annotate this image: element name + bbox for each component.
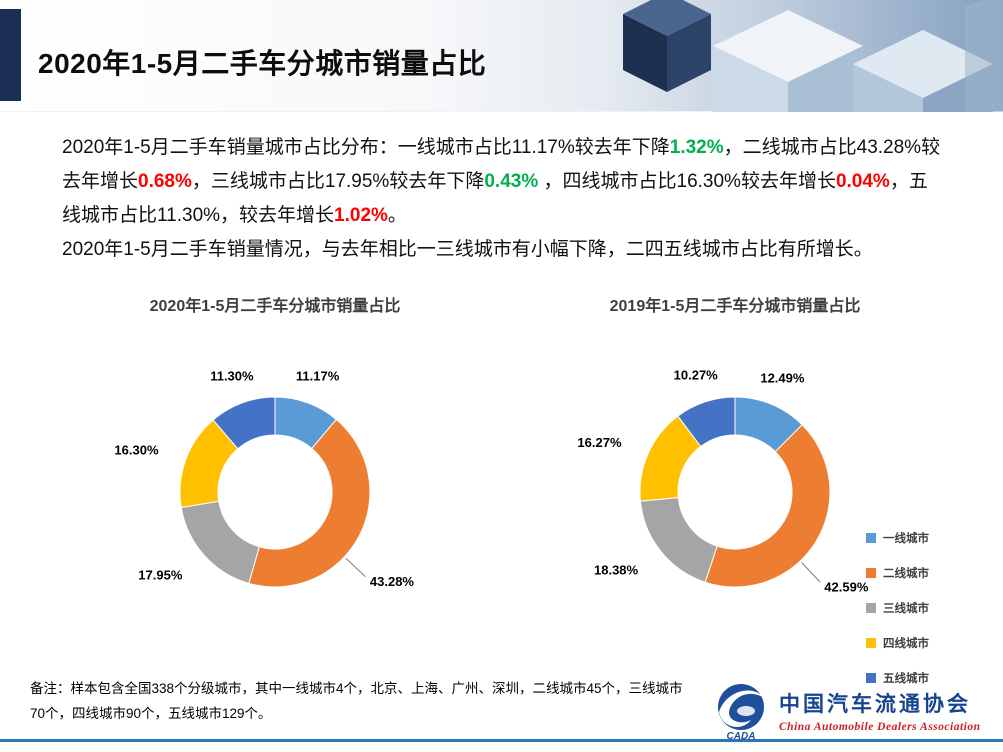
slice-value-label: 17.95% — [138, 567, 183, 582]
header-accent-bar — [0, 9, 21, 101]
chart-title-2020: 2020年1-5月二手车分城市销量占比 — [149, 298, 401, 315]
paragraph-text: 2020年1-5月二手车销量城市占比分布：一线城市占比11.17%较去年下降 — [62, 137, 670, 158]
highlight-increase: 0.68% — [138, 171, 192, 192]
donut-slice-三线城市 — [180, 500, 260, 584]
footnote: 备注：样本包含全国338个分级城市，其中一线城市4个，北京、上海、广州、深圳，二… — [30, 681, 683, 721]
donut-chart-2019: 12.49% 42.59% 18.38% 16.27% 10.27% — [577, 367, 869, 595]
slice-value-label: 11.17% — [296, 369, 340, 384]
slice-value-label: 12.49% — [760, 370, 805, 385]
highlight-increase: 1.02% — [334, 205, 388, 226]
highlight-decrease: 1.32% — [669, 137, 724, 158]
chart-title-2019: 2019年1-5月二手车分城市销量占比 — [609, 298, 861, 315]
cube-graphic-pale — [713, 10, 863, 112]
logo-swoosh — [719, 690, 764, 727]
slice-value-label: 42.59% — [824, 580, 869, 595]
slice-value-label: 18.38% — [594, 562, 639, 577]
slice-value-label: 11.30% — [210, 369, 254, 384]
donut-slice-三线城市 — [639, 496, 718, 583]
paragraph-text: ，四线城市占比16.30%较去年增长 — [538, 171, 836, 192]
summary-paragraph-1: 2020年1-5月二手车销量城市占比分布：一线城市占比11.17%较去年下降1.… — [62, 131, 942, 233]
highlight-increase: 0.04% — [835, 171, 890, 192]
legend-item-四线城市: 四线城市 — [866, 635, 929, 651]
cube-graphic-sliver — [965, 0, 1003, 112]
legend-label: 三线城市 — [883, 603, 929, 615]
legend-item-二线城市: 二线城市 — [866, 565, 929, 581]
paragraph-text: ，二线城市占比43.28%较去年增长 — [62, 137, 941, 192]
legend-swatch — [866, 673, 876, 683]
legend-swatch — [866, 603, 876, 613]
legend-label: 一线城市 — [883, 533, 929, 545]
donut-slice-二线城市 — [704, 424, 831, 588]
donut-figure-2020: 2020年1-5月二手车分城市销量占比 11.17% 43.28% 17.95% 16… — [80, 292, 470, 630]
slice-value-label: 10.27% — [674, 367, 719, 382]
donut-slice-五线城市 — [677, 396, 736, 448]
chart-legend: 一线城市二线城市三线城市四线城市五线城市 — [866, 530, 929, 705]
paragraph-text: ，五线城市占比11.30%，较去年增长 — [62, 171, 928, 226]
legend-label: 二线城市 — [883, 568, 929, 580]
highlight-decrease: 0.43% — [484, 171, 539, 192]
logo-name-cn: 中国汽车流通协会 — [779, 693, 971, 716]
donut-figure-2019: 2019年1-5月二手车分城市销量占比 12.49% 42.59% 18.38% 16… — [540, 292, 930, 630]
logo-ellipse — [737, 706, 755, 716]
logo-name-en: China Automobile Dealers Association — [779, 721, 981, 733]
cada-emblem-icon: CADA — [718, 684, 764, 742]
slice-value-label: 16.27% — [577, 435, 622, 450]
slice-value-label: 43.28% — [370, 574, 415, 589]
legend-swatch — [866, 533, 876, 543]
donut-slice-五线城市 — [212, 396, 276, 450]
header-cubes-graphic — [623, 0, 1003, 112]
paragraph-text: 。 — [387, 205, 407, 226]
donut-chart-2020: 11.17% 43.28% 17.95% 16.30% 11.30% — [114, 369, 415, 589]
organization-logo: CADA 中国汽车流通协会 China Automobile Dealers A… — [712, 682, 981, 742]
legend-swatch — [866, 568, 876, 578]
legend-label: 五线城市 — [883, 673, 929, 685]
cube-graphic-dark — [623, 0, 711, 92]
label-leader-line — [801, 562, 821, 583]
intro-text-block: 2020年1-5月二手车销量城市占比分布：一线城市占比11.17%较去年下降1.… — [62, 131, 942, 267]
slice-value-label: 16.30% — [114, 443, 159, 458]
summary-paragraph-2: 2020年1-5月二手车销量情况，与去年相比一三线城市有小幅下降，二四五线城市占… — [62, 239, 873, 260]
page-title: 2020年1-5月二手车分城市销量占比 — [38, 48, 487, 79]
legend-label: 四线城市 — [883, 638, 929, 650]
bottom-rule — [0, 739, 1003, 742]
legend-item-三线城市: 三线城市 — [866, 600, 929, 616]
paragraph-text: ，三线城市占比17.95%较去年下降 — [191, 171, 485, 192]
logo-emblem-text: CADA — [727, 731, 756, 742]
legend-item-一线城市: 一线城市 — [866, 530, 929, 546]
header-banner: 2020年1-5月二手车分城市销量占比 — [0, 0, 1003, 112]
donut-slice-二线城市 — [248, 418, 371, 588]
legend-swatch — [866, 638, 876, 648]
label-leader-line — [345, 557, 366, 578]
legend-item-五线城市: 五线城市 — [866, 670, 929, 686]
logo-text-block: 中国汽车流通协会 China Automobile Dealers Associ… — [779, 682, 981, 733]
